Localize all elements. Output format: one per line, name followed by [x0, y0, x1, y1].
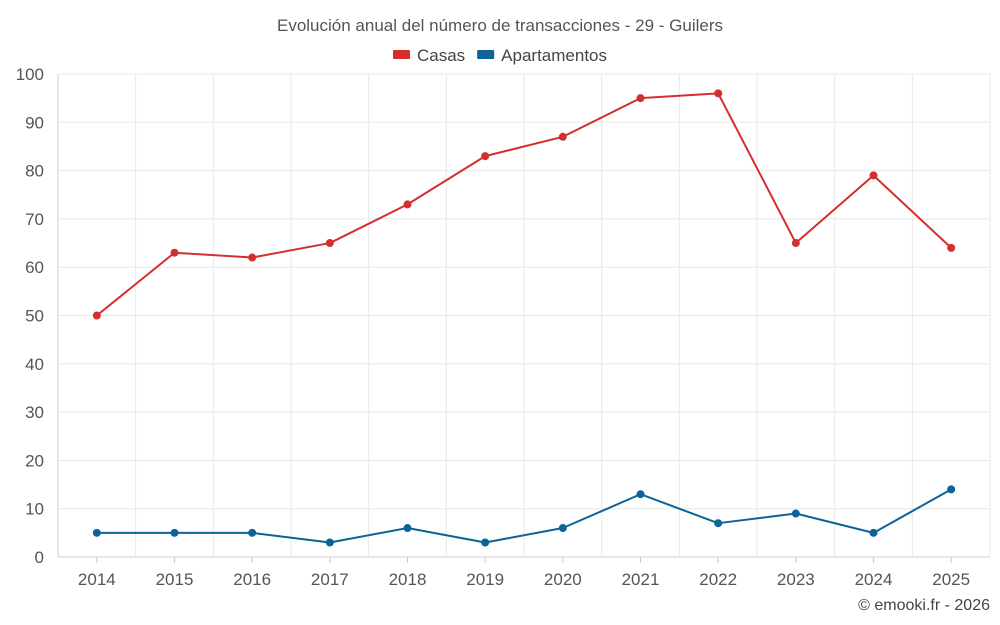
- y-tick-label: 70: [25, 210, 44, 229]
- series-line: [96, 92, 952, 317]
- legend-swatch: [477, 50, 495, 59]
- data-point[interactable]: Casas 2015: 63: [170, 248, 179, 257]
- y-tick-label: 40: [25, 355, 44, 374]
- data-point[interactable]: Casas 2023: 65: [791, 239, 800, 248]
- legend: Casas Apartamentos: [392, 46, 607, 65]
- x-tick-label: 2015: [156, 570, 194, 589]
- data-point[interactable]: Apartamentos 2023: 9: [791, 509, 800, 518]
- data-point[interactable]: Apartamentos 2024: 5: [869, 528, 878, 537]
- data-point[interactable]: Casas 2025: 64: [947, 243, 956, 252]
- data-point[interactable]: Casas 2014: 50: [92, 311, 101, 320]
- x-tick-label: 2017: [311, 570, 349, 589]
- data-point[interactable]: Apartamentos 2015: 5: [170, 528, 179, 537]
- series-layer: Casas 2014: 50 Casas 2015: 63 Casas 2016: …: [92, 89, 956, 547]
- data-point[interactable]: Casas 2017: 65: [325, 239, 334, 248]
- data-point[interactable]: Apartamentos 2018: 6: [403, 524, 412, 533]
- legend-label: Casas: [417, 46, 465, 65]
- chart-title: Evolución anual del número de transaccio…: [277, 16, 723, 35]
- series-apartamentos: Apartamentos 2014: 5 Apartamentos 2015: 5…: [92, 485, 956, 547]
- series-line: [96, 488, 952, 544]
- x-tick-label: 2021: [622, 570, 660, 589]
- y-tick-label: 20: [25, 451, 44, 470]
- legend-label: Apartamentos: [501, 46, 607, 65]
- y-tick-label: 30: [25, 403, 44, 422]
- x-tick-label: 2016: [233, 570, 271, 589]
- data-point[interactable]: Apartamentos 2016: 5: [248, 528, 257, 537]
- data-point[interactable]: Casas 2019: 83: [481, 152, 490, 161]
- x-tick-label: 2023: [777, 570, 815, 589]
- grid: [57, 73, 991, 558]
- y-tick-label: 0: [35, 548, 44, 567]
- data-point[interactable]: Casas 2018: 73: [403, 200, 412, 209]
- data-point[interactable]: Casas 2021: 95: [636, 94, 645, 103]
- data-point[interactable]: Casas 2020: 87: [558, 132, 567, 141]
- y-tick-label: 10: [25, 500, 44, 519]
- y-tick-label: 90: [25, 113, 44, 132]
- data-point[interactable]: Apartamentos 2022: 7: [714, 519, 723, 528]
- legend-swatch: [392, 50, 410, 59]
- legend-item-apartamentos[interactable]: Apartamentos: [477, 46, 607, 65]
- data-point[interactable]: Apartamentos 2019: 3: [481, 538, 490, 547]
- y-tick-label: 50: [25, 307, 44, 326]
- data-point[interactable]: Apartamentos 2025: 14: [947, 485, 956, 494]
- data-point[interactable]: Casas 2024: 79: [869, 171, 878, 180]
- data-point[interactable]: Apartamentos 2014: 5: [92, 528, 101, 537]
- y-tick-label: 80: [25, 162, 44, 181]
- data-point[interactable]: Apartamentos 2021: 13: [636, 490, 645, 499]
- data-point[interactable]: Casas 2022: 96: [714, 89, 723, 98]
- x-axis: 2014 2015 2016 2017 2018 2019 2020 2021 2022 2023…: [78, 557, 970, 589]
- y-axis: 0 10 20 30 40 50 60 70 80 90 100: [16, 65, 44, 567]
- x-tick-label: 2019: [466, 570, 504, 589]
- x-tick-label: 2025: [932, 570, 970, 589]
- x-tick-label: 2018: [389, 570, 427, 589]
- x-tick-label: 2020: [544, 570, 582, 589]
- data-point[interactable]: Apartamentos 2020: 6: [558, 524, 567, 533]
- y-tick-label: 60: [25, 258, 44, 277]
- data-point[interactable]: Apartamentos 2017: 3: [325, 538, 334, 547]
- legend-item-casas[interactable]: Casas: [392, 46, 465, 65]
- x-tick-label: 2022: [699, 570, 737, 589]
- series-casas: Casas 2014: 50 Casas 2015: 63 Casas 2016: …: [92, 89, 956, 320]
- y-tick-label: 100: [16, 65, 44, 84]
- x-tick-label: 2024: [855, 570, 893, 589]
- credit-text: © emooki.fr - 2026: [858, 597, 990, 614]
- data-point[interactable]: Casas 2016: 62: [248, 253, 257, 262]
- x-tick-label: 2014: [78, 570, 116, 589]
